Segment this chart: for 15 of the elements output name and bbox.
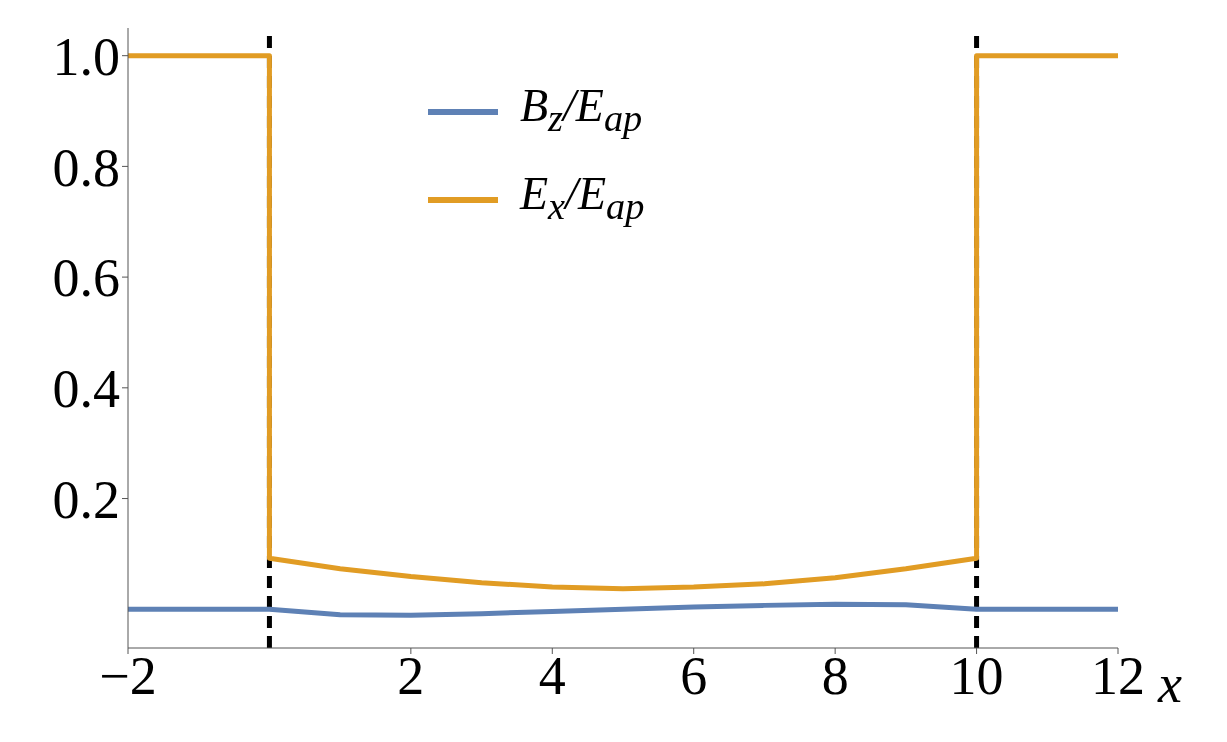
y-tick-label: 0.6 bbox=[52, 248, 120, 309]
x-tick-label: 6 bbox=[680, 646, 708, 707]
x-tick-label: 4 bbox=[538, 646, 566, 707]
y-tick-label: 0.4 bbox=[52, 358, 120, 419]
legend-label: E$_{x}$/E$_{ap}$ bbox=[520, 167, 645, 230]
y-tick-label: 0.2 bbox=[52, 469, 120, 530]
x-tick-label: 8 bbox=[821, 646, 849, 707]
x-tick-label: 12 bbox=[1091, 646, 1145, 707]
x-tick-label: −2 bbox=[99, 646, 157, 707]
y-tick-label: 1.0 bbox=[52, 26, 120, 87]
x-tick-label: 2 bbox=[397, 646, 425, 707]
x-tick-label: 10 bbox=[949, 646, 1004, 707]
legend-label: B$_{z}$/E$_{ap}$ bbox=[520, 79, 643, 142]
x-axis-title: x bbox=[1157, 654, 1182, 715]
y-tick-label: 0.8 bbox=[52, 137, 120, 198]
